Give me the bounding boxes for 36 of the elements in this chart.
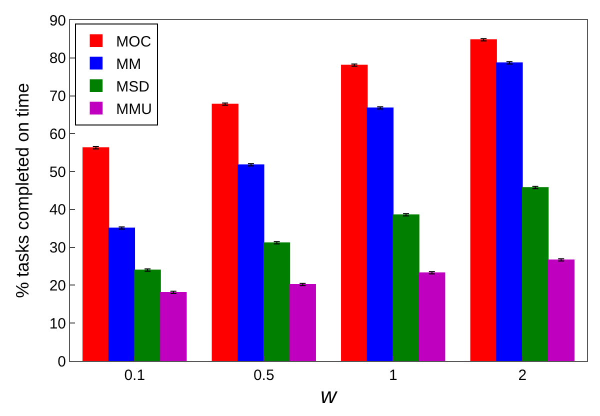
x-tick-label: 1: [388, 367, 398, 384]
bar: [289, 284, 316, 361]
bar: [496, 62, 523, 361]
y-tick-label: 70: [49, 88, 66, 106]
legend-label: MOC: [116, 34, 152, 51]
y-axis-title: % tasks completed on time: [12, 82, 33, 298]
bar: [238, 164, 264, 361]
bar: [392, 214, 420, 361]
bar: [418, 272, 446, 361]
y-tick-label: 30: [49, 240, 66, 257]
bar: [470, 39, 497, 361]
bar: [134, 270, 161, 361]
y-tick-label: 80: [49, 50, 66, 68]
y-tick-label: 90: [49, 12, 66, 30]
bar: [366, 108, 394, 361]
x-tick-label: 0.1: [124, 367, 146, 384]
y-tick-label: 50: [49, 164, 66, 181]
y-tick-label: 20: [49, 277, 66, 294]
bar: [548, 259, 574, 361]
y-tick-label: 0: [58, 353, 66, 370]
bar: [522, 187, 549, 361]
y-tick-label: 60: [49, 126, 66, 143]
y-tick-label: 10: [49, 315, 66, 332]
x-tick-label: 2: [518, 367, 527, 384]
y-tick-label: 40: [49, 202, 66, 219]
legend-label: MMU: [116, 101, 152, 118]
bar: [341, 64, 368, 361]
x-tick-label: 0.5: [253, 367, 274, 384]
bar: [82, 147, 110, 361]
bar: [108, 228, 136, 361]
x-axis-title: w: [320, 382, 339, 408]
bar: [160, 292, 187, 361]
bar: [212, 104, 238, 361]
bar: [263, 242, 290, 361]
legend-label: MSD: [116, 78, 150, 96]
legend-label: MM: [116, 56, 142, 74]
